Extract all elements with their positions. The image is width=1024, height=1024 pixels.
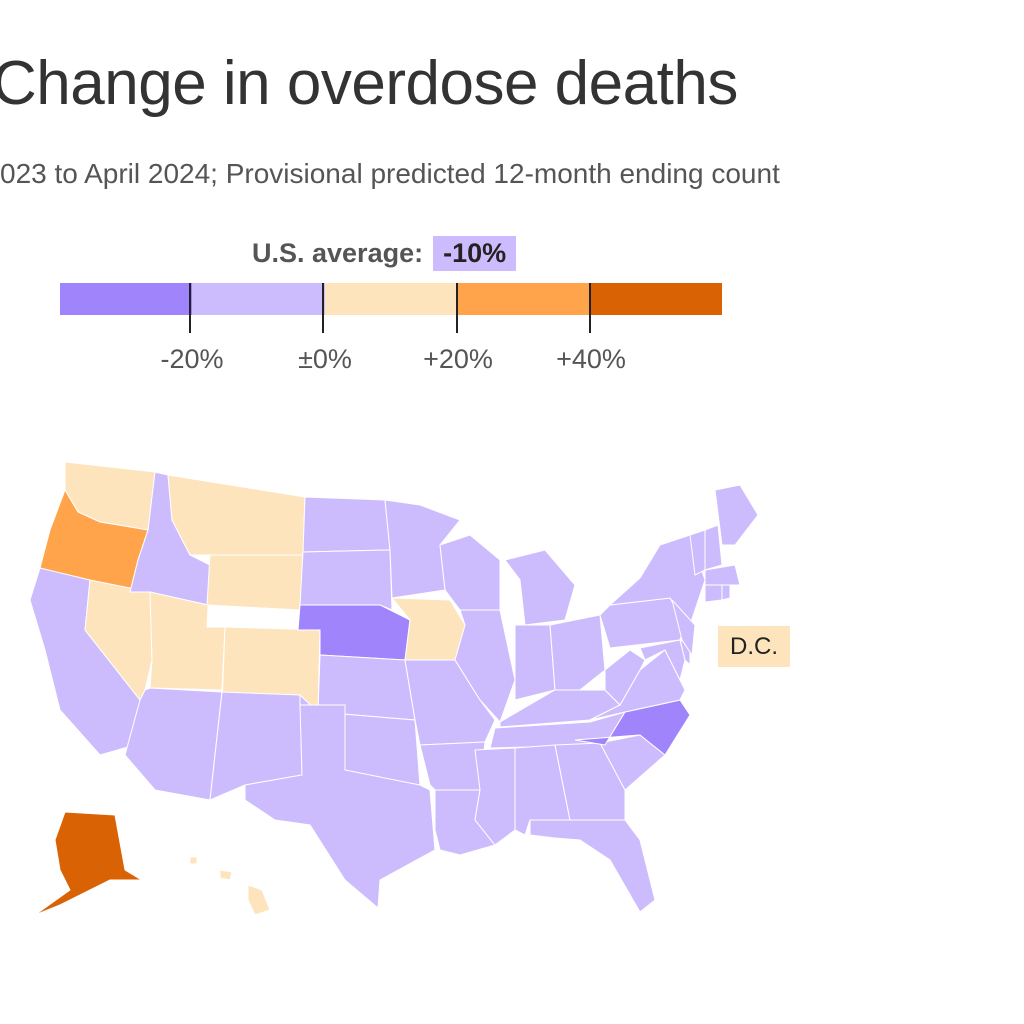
legend-tick [189, 283, 191, 333]
state-ar [419, 741, 486, 791]
state-ma [704, 564, 741, 586]
us-average-label: U.S. average: [252, 238, 424, 268]
legend-tick [589, 283, 591, 333]
legend-bin-1 [192, 283, 325, 315]
legend-tick [456, 283, 458, 333]
state-tx [244, 704, 436, 910]
state-in [514, 624, 556, 701]
state-wv [604, 649, 646, 706]
state-fl [529, 819, 656, 913]
chart-title: Change in overdose deaths [0, 49, 738, 118]
state-nd [302, 496, 391, 553]
legend-tick [322, 283, 324, 333]
color-legend [60, 283, 723, 315]
state-az [124, 687, 223, 801]
chart-subtitle: 023 to April 2024; Provisional predicted… [0, 158, 780, 189]
legend-bin-0 [60, 283, 193, 315]
legend-tick-label: +40% [556, 344, 626, 374]
us-average: U.S. average: -10% [252, 236, 517, 271]
state-oh [549, 614, 606, 691]
legend-tick-label: -20% [160, 344, 224, 374]
state-ri [721, 584, 731, 601]
state-hi [189, 856, 271, 916]
state-il [454, 609, 516, 723]
legend-tick-label: +20% [423, 344, 493, 374]
state-nj [671, 599, 696, 657]
legend-bin-4 [589, 283, 723, 315]
dc-label: D.C. [718, 626, 790, 667]
state-wy [206, 554, 304, 611]
state-mt [167, 474, 306, 556]
legend-bin-3 [457, 283, 590, 315]
state-nc [574, 699, 691, 756]
state-nh [704, 524, 723, 571]
state-sd [299, 549, 393, 611]
state-ct [704, 584, 723, 603]
state-ut [149, 591, 226, 691]
legend-bin-2 [324, 283, 458, 315]
legend-tick-label: ±0% [298, 344, 352, 374]
state-me [714, 484, 759, 546]
state-wi [439, 534, 501, 611]
state-mi [504, 549, 576, 626]
us-average-value: -10% [433, 236, 517, 271]
state-pa [599, 597, 686, 649]
state-ak [34, 811, 171, 916]
